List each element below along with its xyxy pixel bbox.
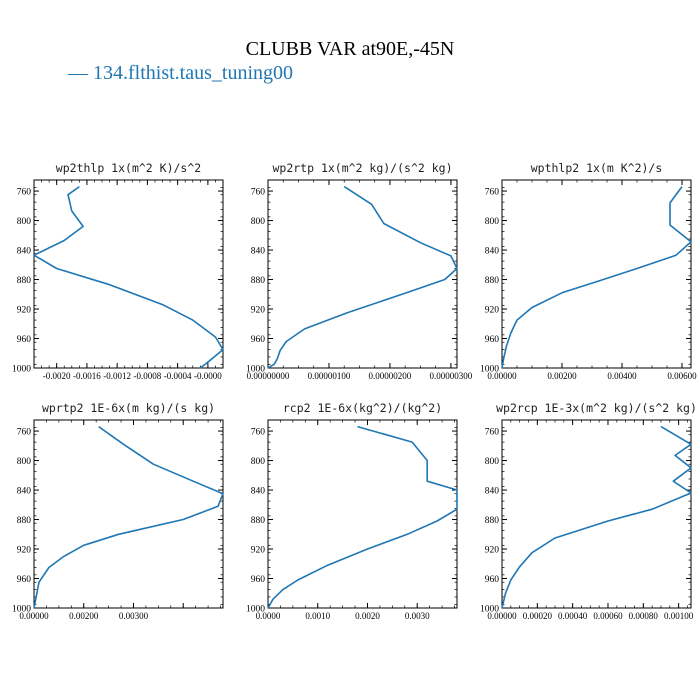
series-line-1	[267, 185, 458, 369]
plot-frame	[33, 419, 224, 609]
y-tick-label: 840	[17, 487, 32, 497]
y-tick-label: 1000	[12, 605, 31, 615]
panel-2: wp2rtp 1x(m^2 kg)/(s^2 kg) 760 800 840 880 92…	[246, 161, 473, 381]
panel-1: wp2thlp 1x(m^2 K)/s^2 760 800 840 880 920 960 1…	[12, 161, 224, 381]
x-tick-label: -0.0008	[134, 371, 162, 381]
y-tick-label: 960	[485, 335, 500, 345]
y-tick-label: 880	[17, 516, 32, 526]
panel-title: wp2rtp 1x(m^2 kg)/(s^2 kg)	[272, 161, 452, 175]
x-tick-label: -0.0016	[73, 371, 101, 381]
panel-6: wp2rcp 1E-3x(m^2 kg)/(s^2 kg) 760 800 840 88…	[480, 401, 697, 621]
x-tick-label: 0.00200	[69, 611, 99, 621]
x-tick-label: 0.0010	[305, 611, 330, 621]
y-tick-label: 760	[17, 188, 32, 198]
y-tick-label: 960	[17, 575, 32, 585]
y-tick-label: 760	[485, 428, 500, 438]
y-tick-label: 800	[251, 217, 266, 227]
y-tick-label: 1000	[12, 365, 31, 375]
plot-frame	[501, 179, 692, 369]
x-tick-label: 0.00000	[487, 611, 517, 621]
x-tick-label: 0.00000	[487, 371, 517, 381]
plot-frame	[33, 179, 224, 369]
x-tick-label: 0.00000	[19, 611, 49, 621]
panels: wp2thlp 1x(m^2 K)/s^2 760 800 840 880 920 960 1…	[12, 161, 697, 621]
x-tick-label: -0.0020	[43, 371, 71, 381]
panel-4: wprtp2 1E-6x(m kg)/(s kg) 760 800 840 880 920…	[12, 401, 224, 621]
y-tick-label: 1000	[246, 605, 265, 615]
series-line-1	[501, 186, 692, 369]
y-tick-label: 1000	[480, 605, 499, 615]
x-tick-label: 0.00000200	[369, 371, 412, 381]
x-tick-label: 0.00100	[664, 611, 694, 621]
plot-frame	[501, 419, 692, 609]
panel-title: wprtp2 1E-6x(m kg)/(s kg)	[42, 401, 215, 415]
y-tick-label: 800	[485, 217, 500, 227]
panel-title: wp2thlp 1x(m^2 K)/s^2	[56, 161, 201, 175]
legend-line: —	[67, 62, 93, 84]
y-tick-label: 800	[17, 217, 32, 227]
y-tick-label: 800	[251, 457, 266, 467]
x-tick-label: 0.00300	[119, 611, 149, 621]
y-tick-label: 960	[17, 335, 32, 345]
y-tick-label: 840	[17, 247, 32, 257]
series-line-1	[501, 425, 692, 609]
y-tick-label: 960	[485, 575, 500, 585]
y-tick-label: 840	[251, 247, 266, 257]
x-tick-label: 0.00000300	[430, 371, 473, 381]
x-tick-label: 0.0000	[256, 611, 281, 621]
y-tick-label: 840	[485, 487, 500, 497]
plot-frame	[267, 419, 458, 609]
x-tick-label: 0.00000100	[308, 371, 351, 381]
x-tick-label: -0.0000	[194, 371, 222, 381]
y-tick-label: 880	[251, 276, 266, 286]
x-tick-label: 0.0030	[405, 611, 430, 621]
y-tick-label: 920	[485, 306, 500, 316]
y-tick-label: 760	[17, 428, 32, 438]
series-line-1	[33, 425, 224, 609]
y-tick-label: 760	[251, 428, 266, 438]
y-tick-label: 920	[485, 546, 500, 556]
y-tick-label: 800	[485, 457, 500, 467]
x-tick-label: -0.0004	[164, 371, 192, 381]
x-tick-label: 0.00040	[558, 611, 588, 621]
y-tick-label: 920	[251, 306, 266, 316]
x-tick-label: 0.00060	[593, 611, 623, 621]
panel-5: rcp2 1E-6x(kg^2)/(kg^2) 760 800 840 880 920 96…	[246, 401, 458, 621]
y-tick-label: 840	[485, 247, 500, 257]
y-tick-label: 960	[251, 575, 266, 585]
y-tick-label: 1000	[480, 365, 499, 375]
x-tick-label: 0.0020	[355, 611, 380, 621]
panel-title: rcp2 1E-6x(kg^2)/(kg^2)	[283, 401, 442, 415]
x-tick-label: 0.00000000	[247, 371, 290, 381]
panel-3: wpthlp2 1x(m K^2)/s 760 800 840 880 920 960 100…	[480, 161, 697, 381]
x-tick-label: -0.0012	[103, 371, 131, 381]
figure-title: CLUBB VAR at90E,-45N	[246, 38, 455, 60]
legend-text: 134.flthist.taus_tuning00	[93, 62, 293, 84]
y-tick-label: 760	[485, 188, 500, 198]
panel-title: wpthlp2 1x(m K^2)/s	[531, 161, 663, 175]
y-tick-label: 800	[17, 457, 32, 467]
panel-title: wp2rcp 1E-3x(m^2 kg)/(s^2 kg)	[496, 401, 697, 415]
x-tick-label: 0.00020	[523, 611, 553, 621]
y-tick-label: 880	[485, 276, 500, 286]
legend-label: — 134.flthist.taus_tuning00	[67, 62, 293, 84]
y-tick-label: 920	[17, 546, 32, 556]
y-tick-label: 840	[251, 487, 266, 497]
x-tick-label: 0.00200	[547, 371, 577, 381]
y-tick-label: 1000	[246, 365, 265, 375]
x-tick-label: 0.00600	[667, 371, 697, 381]
y-tick-label: 880	[251, 516, 266, 526]
y-tick-label: 920	[17, 306, 32, 316]
x-tick-label: 0.00080	[629, 611, 659, 621]
series-line-1	[33, 185, 224, 369]
plot-frame	[267, 179, 458, 369]
y-tick-label: 880	[485, 516, 500, 526]
y-tick-label: 920	[251, 546, 266, 556]
y-tick-label: 880	[17, 276, 32, 286]
x-tick-label: 0.00400	[607, 371, 637, 381]
y-tick-label: 760	[251, 188, 266, 198]
series-line-1	[267, 425, 458, 609]
y-tick-label: 960	[251, 335, 266, 345]
